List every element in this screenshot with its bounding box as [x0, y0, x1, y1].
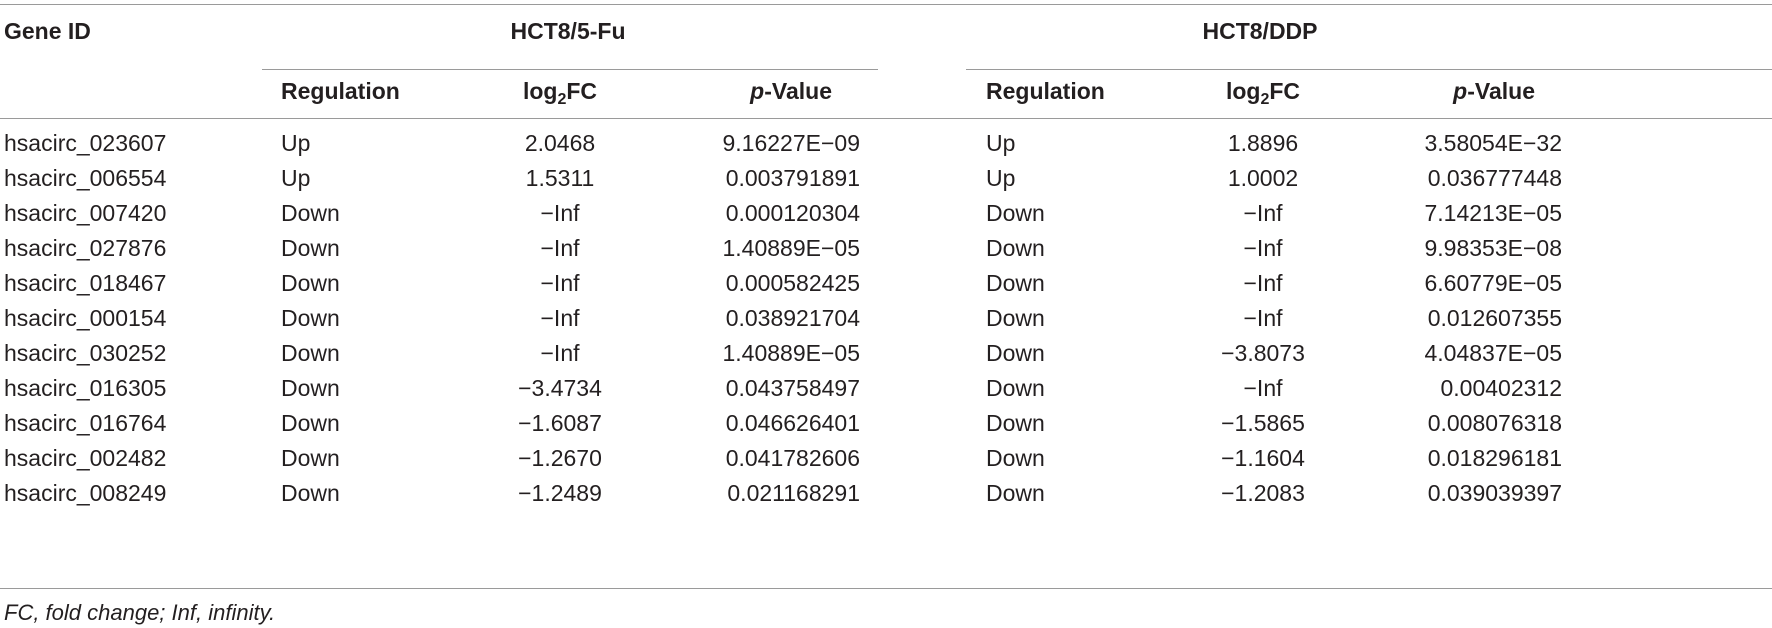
header-pvalue-1: p-Value — [750, 78, 832, 104]
header-log2fc-2: log2FC — [1225, 78, 1301, 108]
cell-pvalue-1: 0.021168291 — [727, 480, 860, 506]
cell-pvalue-1: 9.16227E−09 — [722, 130, 861, 156]
cell-pvalue-2: 0.018296181 — [1427, 445, 1562, 471]
cell-regulation-1: Down — [281, 445, 340, 471]
cell-pvalue-2: 4.04837E−05 — [1424, 340, 1563, 366]
cell-log2fc-2: 1.8896 — [1227, 130, 1299, 156]
cell-pvalue-1: 0.000120304 — [725, 200, 860, 226]
cell-pvalue-1: 0.000582425 — [725, 270, 860, 296]
header-group-hct8-ddp: HCT8/DDP — [1202, 18, 1318, 44]
cell-log2fc-2: −3.8073 — [1221, 340, 1305, 366]
cell-log2fc-2: −1.2083 — [1221, 480, 1305, 506]
cell-gene-id: hsacirc_002482 — [4, 445, 167, 471]
cell-gene-id: hsacirc_018467 — [4, 270, 167, 296]
cell-regulation-1: Down — [281, 305, 340, 331]
cell-pvalue-1: 1.40889E−05 — [722, 340, 861, 366]
cell-regulation-2: Down — [986, 480, 1045, 506]
cell-regulation-2: Down — [986, 375, 1045, 401]
table-bottom-rule — [0, 588, 1772, 589]
cell-pvalue-1: 0.041782606 — [725, 445, 860, 471]
cell-gene-id: hsacirc_016764 — [4, 410, 167, 436]
cell-regulation-1: Down — [281, 235, 340, 261]
cell-pvalue-2: 0.039039397 — [1427, 480, 1562, 506]
cell-regulation-2: Down — [986, 445, 1045, 471]
cell-pvalue-2: 9.98353E−08 — [1424, 235, 1563, 261]
cell-regulation-1: Down — [281, 480, 340, 506]
cell-log2fc-2: −Inf — [1243, 235, 1283, 261]
header-gene-id: Gene ID — [4, 18, 91, 44]
cell-regulation-1: Down — [281, 410, 340, 436]
cell-log2fc-2: −Inf — [1243, 305, 1283, 331]
cell-pvalue-2: 0.036777448 — [1427, 165, 1562, 191]
cell-log2fc-2: −Inf — [1243, 200, 1283, 226]
cell-log2fc-1: −Inf — [540, 305, 580, 331]
cell-pvalue-1: 0.003791891 — [725, 165, 860, 191]
cell-regulation-2: Down — [986, 200, 1045, 226]
cell-log2fc-1: 1.5311 — [525, 165, 595, 191]
table-footnote: FC, fold change; Inf, infinity. — [4, 600, 276, 625]
cell-regulation-2: Down — [986, 235, 1045, 261]
cell-regulation-2: Up — [986, 130, 1016, 156]
cell-pvalue-2: 0.012607355 — [1427, 305, 1562, 331]
cell-log2fc-2: 1.0002 — [1227, 165, 1299, 191]
header-regulation-1: Regulation — [281, 78, 400, 104]
cell-log2fc-1: −Inf — [540, 270, 580, 296]
cell-regulation-1: Down — [281, 200, 340, 226]
cell-log2fc-2: −1.5865 — [1221, 410, 1305, 436]
cell-log2fc-2: −Inf — [1243, 375, 1283, 401]
cell-gene-id: hsacirc_006554 — [4, 165, 167, 191]
cell-pvalue-1: 0.038921704 — [725, 305, 860, 331]
header-bottom-rule — [0, 118, 1772, 119]
header-pvalue-2: p-Value — [1453, 78, 1535, 104]
table-top-rule — [0, 4, 1772, 5]
cell-log2fc-1: −3.4734 — [518, 375, 602, 401]
cell-regulation-2: Down — [986, 410, 1045, 436]
cell-gene-id: hsacirc_008249 — [4, 480, 167, 506]
cell-regulation-1: Down — [281, 270, 340, 296]
cell-pvalue-1: 0.043758497 — [725, 375, 860, 401]
cell-log2fc-1: −1.2489 — [518, 480, 602, 506]
header-regulation-2: Regulation — [986, 78, 1105, 104]
cell-log2fc-1: −1.6087 — [518, 410, 602, 436]
header-log2fc-1: log2FC — [522, 78, 598, 108]
cell-log2fc-2: −1.1604 — [1221, 445, 1305, 471]
cell-regulation-1: Up — [281, 130, 311, 156]
cell-pvalue-2: 0.00402312 — [1440, 375, 1562, 401]
cell-gene-id: hsacirc_000154 — [4, 305, 167, 331]
cell-log2fc-1: −1.2670 — [518, 445, 602, 471]
cell-log2fc-1: 2.0468 — [524, 130, 596, 156]
group-rule-hct8-5fu — [262, 69, 878, 70]
cell-regulation-2: Down — [986, 270, 1045, 296]
cell-regulation-2: Down — [986, 340, 1045, 366]
cell-gene-id: hsacirc_027876 — [4, 235, 167, 261]
cell-regulation-1: Up — [281, 165, 311, 191]
cell-regulation-1: Down — [281, 375, 340, 401]
cell-pvalue-1: 0.046626401 — [725, 410, 860, 436]
group-rule-hct8-ddp — [966, 69, 1772, 70]
cell-pvalue-1: 1.40889E−05 — [722, 235, 861, 261]
header-group-hct8-5fu: HCT8/5-Fu — [510, 18, 626, 44]
cell-gene-id: hsacirc_016305 — [4, 375, 167, 401]
cell-log2fc-2: −Inf — [1243, 270, 1283, 296]
cell-regulation-1: Down — [281, 340, 340, 366]
cell-pvalue-2: 6.60779E−05 — [1424, 270, 1563, 296]
cell-gene-id: hsacirc_007420 — [4, 200, 167, 226]
cell-pvalue-2: 7.14213E−05 — [1424, 200, 1563, 226]
cell-gene-id: hsacirc_023607 — [4, 130, 167, 156]
cell-pvalue-2: 0.008076318 — [1427, 410, 1562, 436]
cell-regulation-2: Down — [986, 305, 1045, 331]
cell-regulation-2: Up — [986, 165, 1016, 191]
cell-log2fc-1: −Inf — [540, 200, 580, 226]
cell-log2fc-1: −Inf — [540, 340, 580, 366]
cell-pvalue-2: 3.58054E−32 — [1424, 130, 1563, 156]
cell-gene-id: hsacirc_030252 — [4, 340, 167, 366]
cell-log2fc-1: −Inf — [540, 235, 580, 261]
